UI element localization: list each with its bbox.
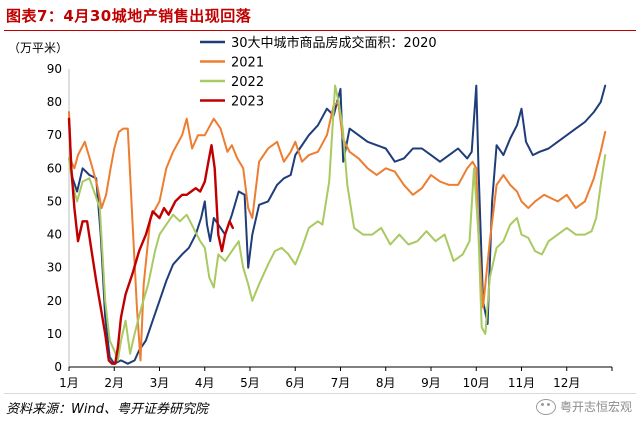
figure-title: 图表7：4月30城地产销售出现回落	[6, 7, 252, 25]
x-tick-label: 11月	[508, 376, 535, 390]
x-tick-label: 10月	[463, 376, 490, 390]
x-tick-label: 9月	[421, 376, 441, 390]
y-tick-label: 80	[47, 95, 62, 109]
wechat-icon	[535, 398, 556, 415]
y-tick-label: 20	[47, 294, 62, 308]
series-line-2021	[68, 101, 607, 362]
x-tick-label: 3月	[150, 376, 170, 390]
x-tick-label: 12月	[553, 376, 580, 390]
y-axis-unit: （万平米）	[8, 41, 69, 55]
legend-label: 2022	[231, 75, 264, 90]
x-tick-label: 8月	[376, 376, 396, 390]
x-tick-label: 5月	[240, 376, 260, 390]
x-tick-label: 1月	[59, 376, 79, 390]
legend-label: 2021	[231, 56, 264, 71]
x-tick-label: 2月	[104, 376, 124, 390]
series-line-2020	[68, 84, 607, 365]
series-line-2022	[68, 84, 607, 362]
y-tick-label: 90	[47, 62, 62, 76]
y-tick-label: 50	[47, 194, 62, 208]
x-tick-label: 6月	[285, 376, 305, 390]
chart-legend: 30大中城市商品房成交面积：2020 2021 2022 2023	[200, 35, 437, 110]
y-tick-label: 0	[54, 360, 62, 374]
axes: 0 10 20 30 40 50 60 70 80 90 1月 2月 3月 4月 5月 6月 7月 8月 9月 10月…	[47, 62, 613, 390]
y-tick-label: 70	[47, 128, 62, 142]
y-tick-label: 60	[47, 161, 62, 175]
series-lines	[67, 84, 607, 365]
x-tick-label: 4月	[195, 376, 215, 390]
footer-divider	[4, 393, 636, 394]
title-divider	[4, 30, 636, 31]
series-line-2023	[67, 117, 234, 365]
legend-label: 30大中城市商品房成交面积：2020	[231, 35, 437, 51]
y-tick-label: 40	[47, 228, 62, 242]
legend-label: 2023	[231, 95, 264, 110]
source-note: 资料来源：Wind、粤开证券研究院	[6, 402, 208, 417]
y-tick-label: 10	[47, 327, 62, 341]
y-tick-label: 30	[47, 261, 62, 275]
line-chart: 0 10 20 30 40 50 60 70 80 90 1月 2月 3月 4月 5月 6月 7月 8月 9月 10月…	[47, 35, 613, 390]
watermark-text: 粤开志恒宏观	[559, 400, 632, 414]
x-tick-label: 7月	[331, 376, 351, 390]
watermark: 粤开志恒宏观	[535, 398, 632, 415]
